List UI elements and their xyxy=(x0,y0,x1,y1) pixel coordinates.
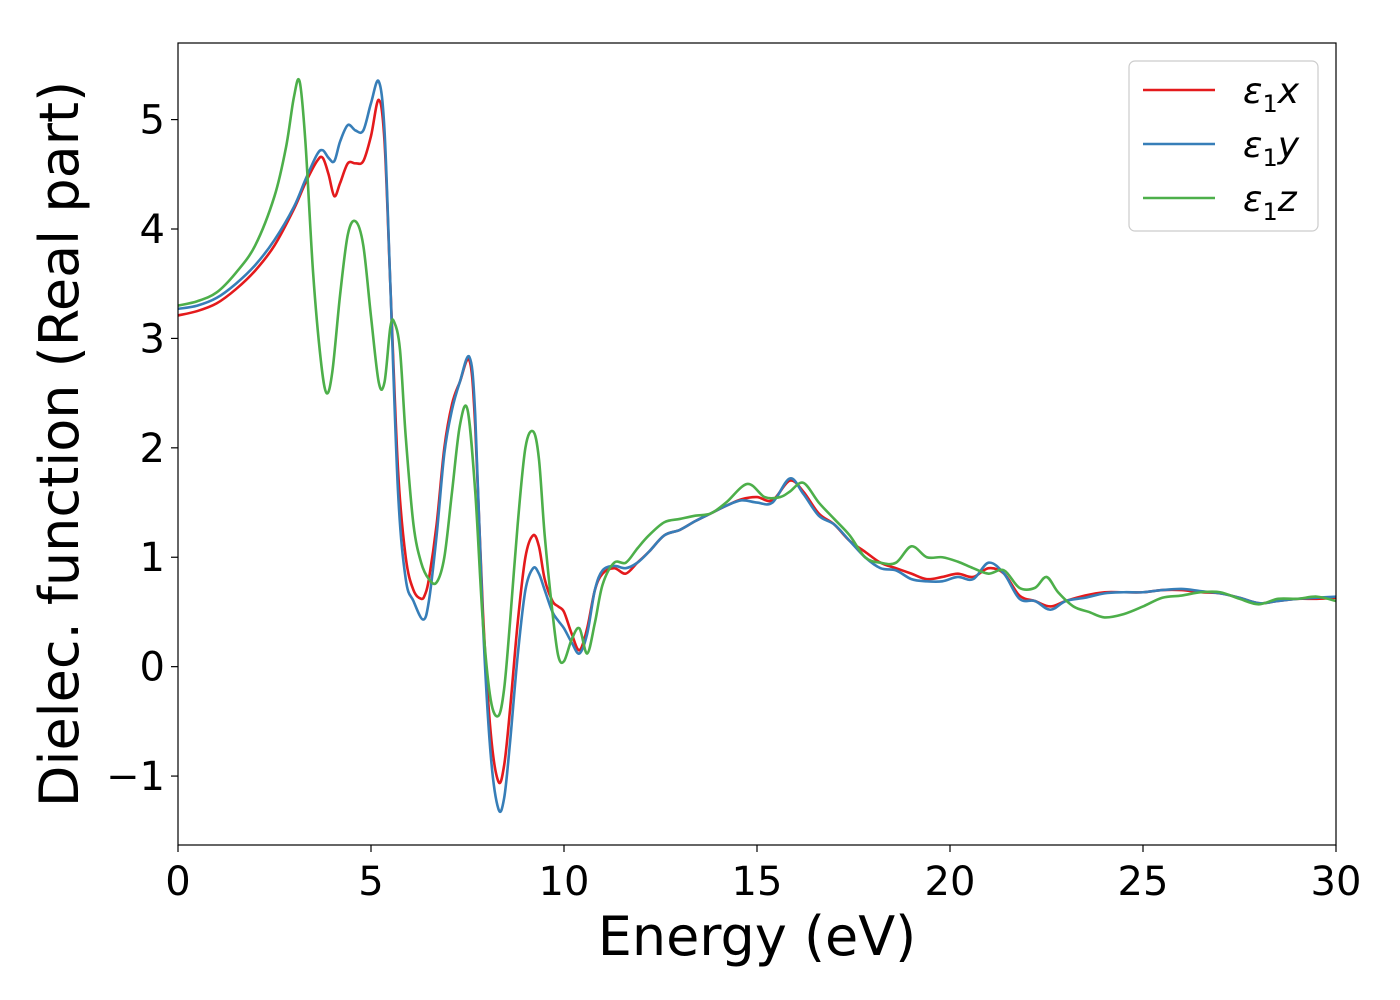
x-axis: 0 5 10 15 20 25 30 xyxy=(165,845,1361,905)
legend-label-z: ε1z xyxy=(1243,179,1298,226)
legend-label-suffix: y xyxy=(1277,125,1300,166)
x-tick-label: 20 xyxy=(925,859,976,905)
x-tick-label: 15 xyxy=(732,859,783,905)
legend-label-subscript: 1 xyxy=(1262,90,1277,118)
y-tick-label: 4 xyxy=(140,207,165,253)
y-axis-label: Dielec. function (Real part) xyxy=(28,81,91,807)
x-tick-label: 30 xyxy=(1311,859,1362,905)
x-tick-label: 0 xyxy=(165,859,190,905)
legend-label-base: ε xyxy=(1243,71,1262,112)
legend-label-suffix: z xyxy=(1277,179,1298,220)
legend-label-base: ε xyxy=(1243,125,1262,166)
legend-label-subscript: 1 xyxy=(1262,198,1277,226)
series-line-y xyxy=(178,79,1336,814)
legend-label-subscript: 1 xyxy=(1262,144,1277,172)
y-tick-label: −1 xyxy=(106,754,165,800)
legend-label-suffix: x xyxy=(1277,71,1300,112)
x-tick-label: 10 xyxy=(539,859,590,905)
x-axis-label: Energy (eV) xyxy=(598,905,917,968)
legend-box xyxy=(1128,60,1319,232)
legend-label-y: ε1y xyxy=(1243,125,1300,172)
legend-label-x: ε1x xyxy=(1243,71,1300,118)
legend-label-base: ε xyxy=(1243,179,1262,220)
y-tick-label: 2 xyxy=(140,426,165,472)
x-tick-label: 5 xyxy=(358,859,383,905)
y-tick-label: 1 xyxy=(140,535,165,581)
y-tick-label: 3 xyxy=(140,316,165,362)
y-tick-label: 5 xyxy=(140,98,165,144)
y-tick-label: 0 xyxy=(140,645,165,691)
series-line-z xyxy=(178,77,1336,718)
series-layer xyxy=(178,77,1336,814)
x-tick-label: 25 xyxy=(1118,859,1169,905)
y-axis: −1 0 1 2 3 4 5 xyxy=(106,98,178,800)
